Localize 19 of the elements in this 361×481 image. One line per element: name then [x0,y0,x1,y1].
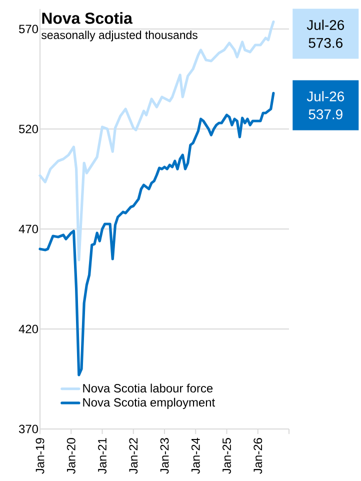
x-tick-label: Jan-21 [98,438,106,474]
legend-label: Nova Scotia employment [83,398,215,410]
x-tick-label: Jan-23 [160,438,169,474]
x-tick-label: Jan-26 [254,438,262,474]
text: seasonally adjusted thousands [42,30,198,42]
annotation: Jul-26 537.9 [306,91,344,120]
y-tick-label: 520 [19,124,38,134]
x-tick-label: Jan-25 [222,438,231,474]
y-tick-label: 370 [18,424,38,434]
y-tick-label: 570 [19,24,38,34]
legend-label: Nova Scotia labour force [83,384,213,392]
y-tick-label: 470 [18,224,38,234]
x-tick-label: Jan-19 [36,438,44,474]
x-tick-label: Jan-22 [129,438,138,474]
annotation: Jul-26 573.6 [306,20,344,48]
y-tick-label: 420 [18,324,38,334]
chart-title: Nova Scotia [42,12,133,24]
x-tick-label: Jan-24 [191,438,200,474]
x-tick-label: Jan-20 [66,438,76,474]
